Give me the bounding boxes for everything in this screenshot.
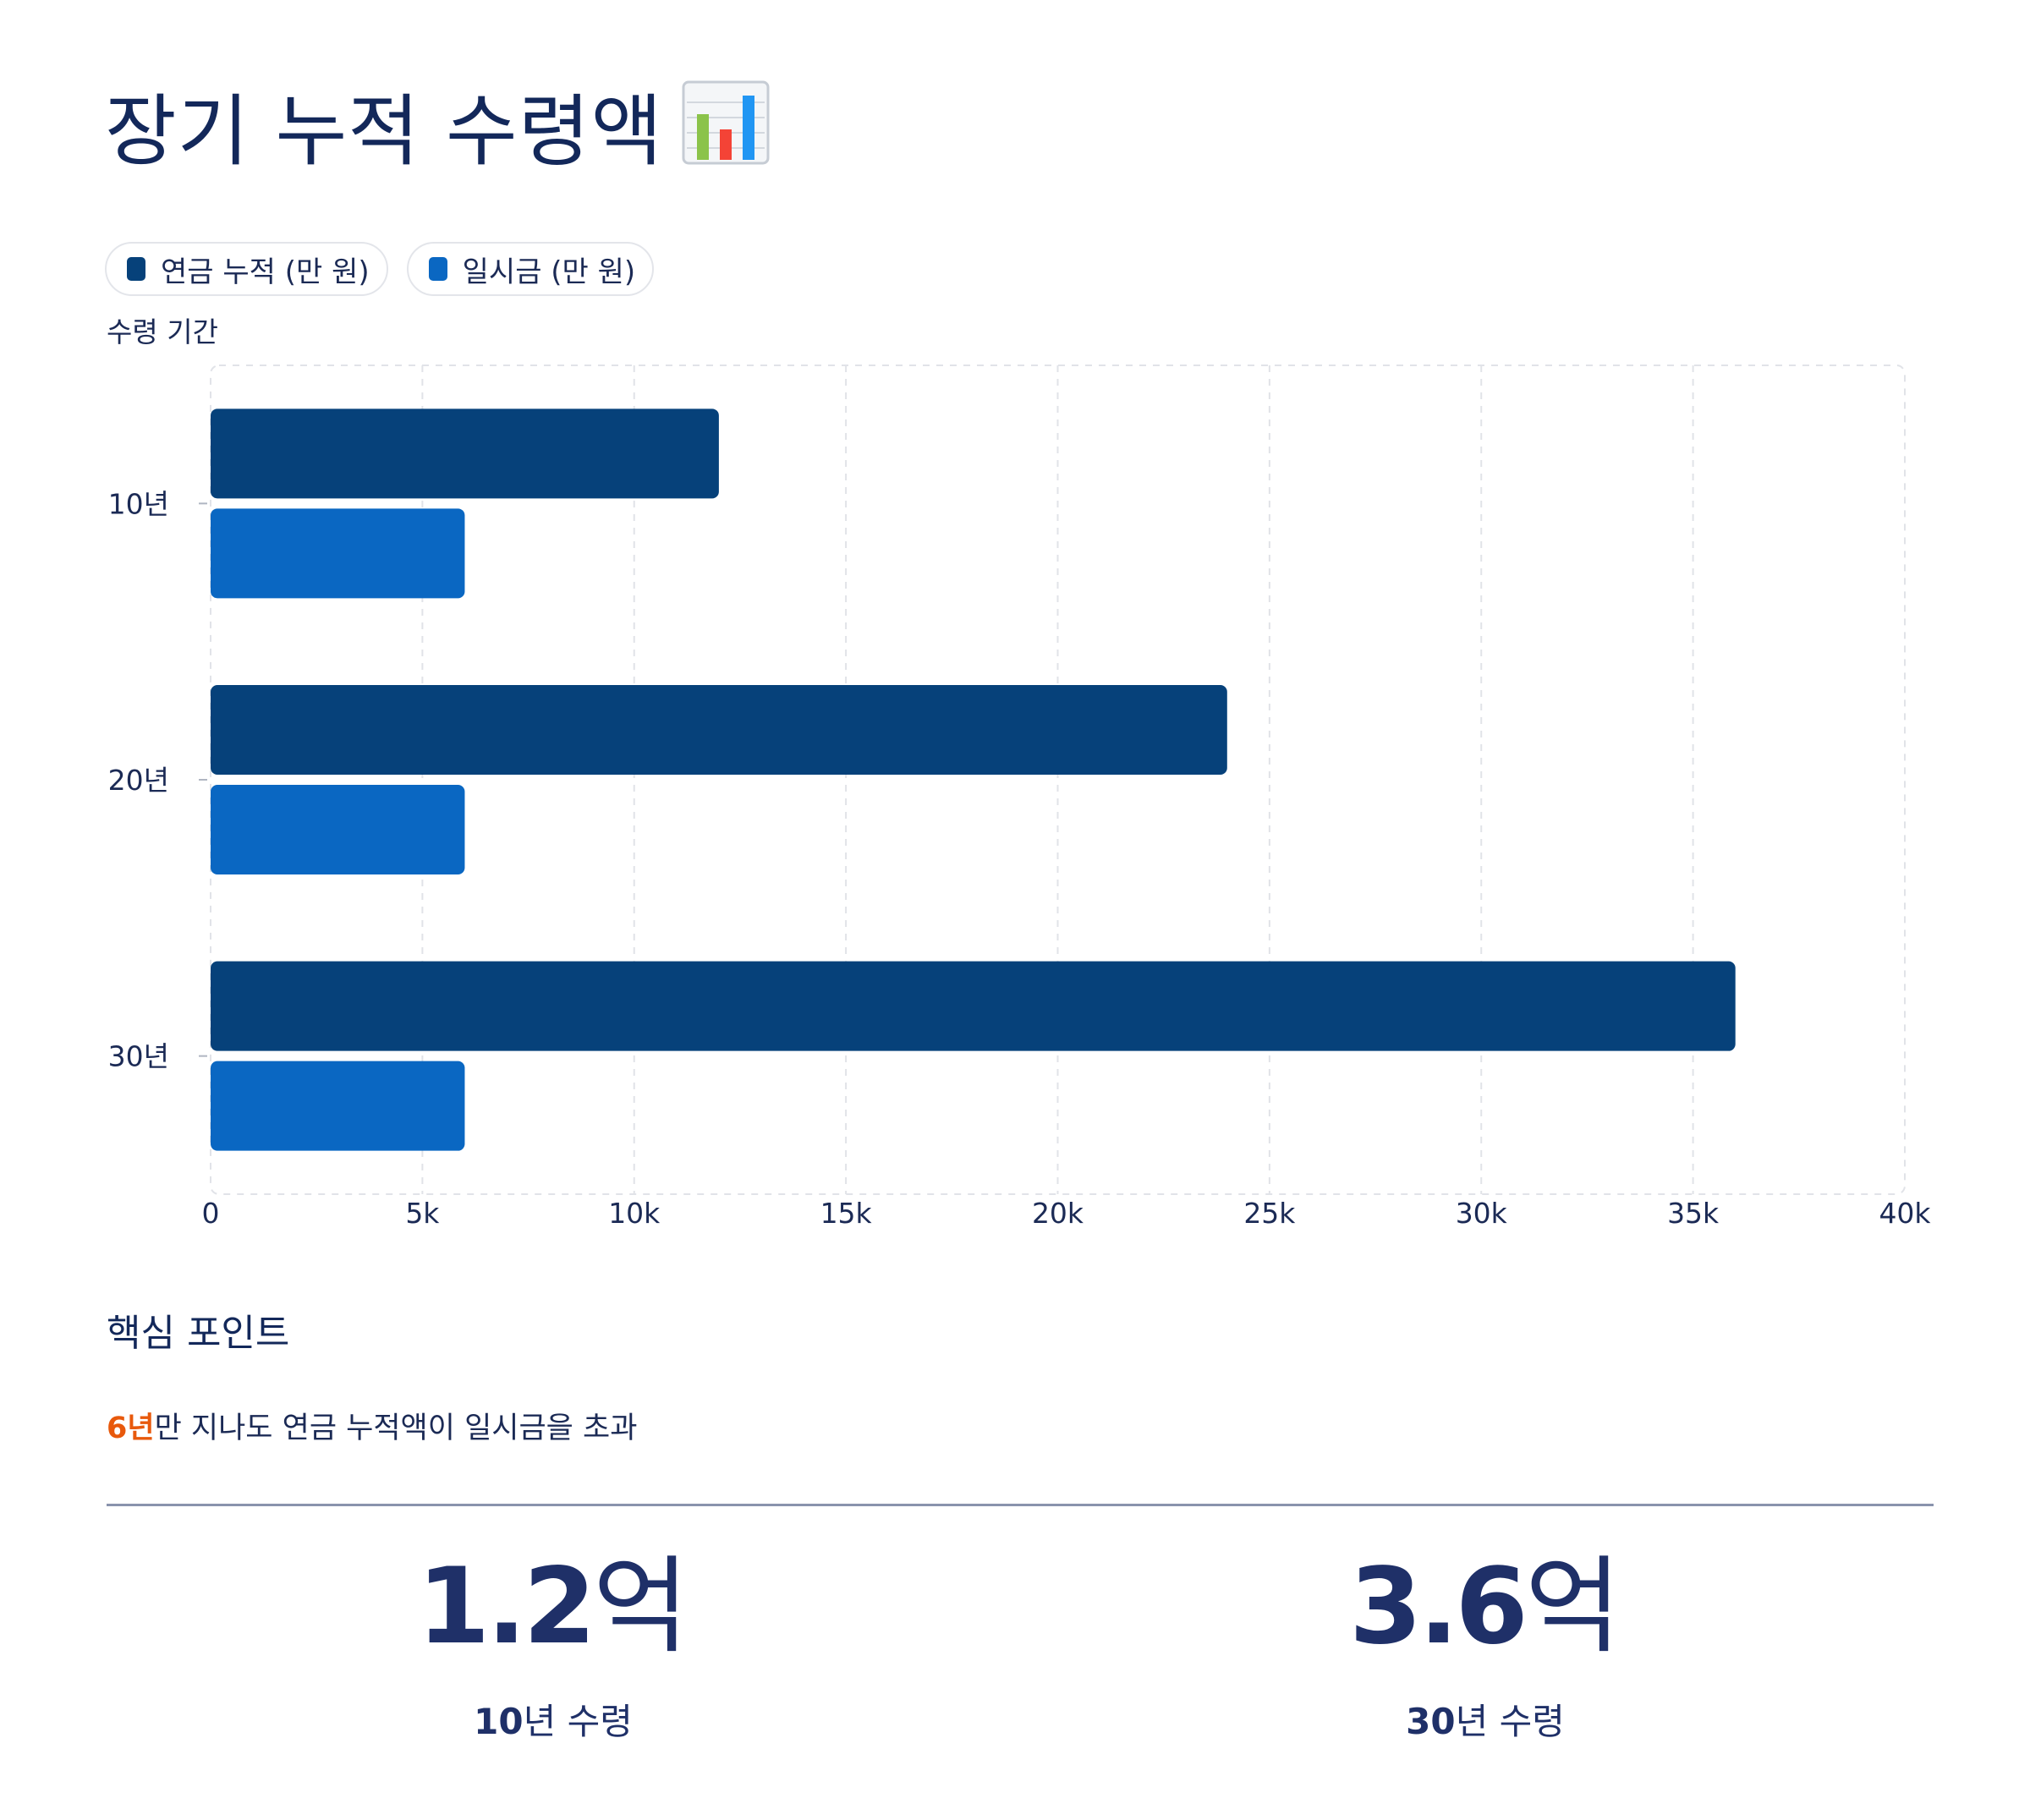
bar-lump-sum xyxy=(211,1061,465,1151)
stat-unit: 억 xyxy=(592,1546,689,1668)
x-tick-label: 10k xyxy=(608,1197,661,1230)
x-tick-label: 25k xyxy=(1243,1197,1296,1230)
legend-label-pension-cumulative: 연금 누적 (만 원) xyxy=(161,255,370,289)
y-tick-label: 10년 xyxy=(108,487,169,520)
chart-legend: 연금 누적 (만 원) 일시금 (만 원) xyxy=(105,242,655,296)
legend-swatch-lump-sum xyxy=(428,257,447,281)
stat-label-rest: 년 수령 xyxy=(523,1701,633,1742)
legend-item-lump-sum[interactable]: 일시금 (만 원) xyxy=(406,242,655,296)
bar-pension-cumulative xyxy=(211,961,1736,1051)
y-tick-label: 20년 xyxy=(108,764,169,797)
stat-value: 3.6억 xyxy=(1181,1539,1790,1675)
x-tick-label: 30k xyxy=(1456,1197,1508,1230)
stat-label-years: 10 xyxy=(474,1701,524,1742)
x-tick-label: 35k xyxy=(1667,1197,1720,1230)
stat-label: 10년 수령 xyxy=(249,1693,858,1745)
bar-chart: 0 5k 10k 15k 20k 25k 30k 35k 40k 10년 20년 30년 xyxy=(108,365,1931,1230)
x-tick-label: 20k xyxy=(1032,1197,1084,1230)
page-title: 장기 누적 수령액 xyxy=(105,78,770,193)
insight-body: 만 지나도 연금 누적액이 일시금을 초과 xyxy=(154,1412,638,1445)
bar-lump-sum xyxy=(211,785,465,874)
x-tick-label: 40k xyxy=(1879,1197,1931,1230)
y-tick-label: 30년 xyxy=(108,1040,169,1073)
legend-swatch-pension-cumulative xyxy=(127,257,145,281)
x-tick-label: 5k xyxy=(405,1197,440,1230)
bar-chart-emoji-icon xyxy=(682,80,770,193)
stat-value: 1.2억 xyxy=(249,1539,858,1675)
legend-label-lump-sum: 일시금 (만 원) xyxy=(462,255,636,289)
stat-30-year: 3.6억 30년 수령 xyxy=(1181,1539,1790,1745)
y-axis-title: 수령 기간 xyxy=(107,315,218,348)
legend-item-pension-cumulative[interactable]: 연금 누적 (만 원) xyxy=(105,242,388,296)
stat-label-years: 30 xyxy=(1406,1701,1456,1742)
section-heading: 핵심 포인트 xyxy=(107,1312,290,1355)
stat-label-rest: 년 수령 xyxy=(1455,1701,1565,1742)
bar-lump-sum xyxy=(211,508,465,599)
bar-pension-cumulative xyxy=(211,408,719,499)
divider xyxy=(107,1504,1934,1506)
stat-unit: 억 xyxy=(1524,1546,1621,1668)
stat-10-year: 1.2억 10년 수령 xyxy=(249,1539,858,1745)
stat-number: 3.6 xyxy=(1349,1546,1528,1668)
bar-pension-cumulative xyxy=(211,685,1227,775)
insight-highlight: 6년 xyxy=(107,1412,155,1445)
stat-number: 1.2 xyxy=(417,1546,596,1668)
stat-label: 30년 수령 xyxy=(1181,1693,1790,1745)
x-tick-label: 0 xyxy=(202,1197,220,1230)
insight-text: 6년만 지나도 연금 누적액이 일시금을 초과 xyxy=(107,1404,637,1447)
x-tick-label: 15k xyxy=(820,1197,873,1230)
page-title-text: 장기 누적 수령액 xyxy=(105,86,663,177)
